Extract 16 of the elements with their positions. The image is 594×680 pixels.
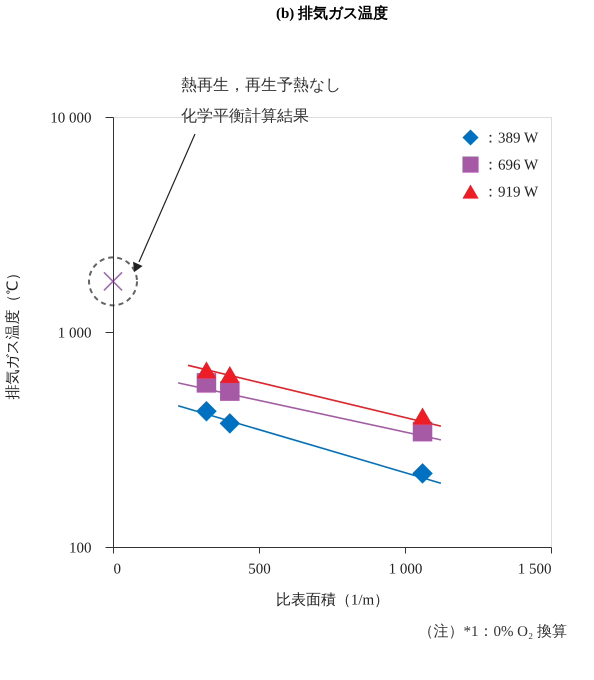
legend-label: ：696 W [483, 158, 539, 174]
y-tick-label: 100 [69, 540, 92, 556]
y-tick-label: 1 000 [58, 326, 92, 342]
text: （注）*1：0% O₂ 換算 [418, 623, 567, 640]
chart-title: (b) 排気ガス温度 [276, 4, 388, 22]
x-tick-label: 0 [114, 562, 121, 578]
legend-label: ：389 W [483, 130, 539, 146]
x-axis-title: 比表面積（1/m） [276, 592, 390, 608]
annotation: 化学平衡計算結果 [181, 107, 309, 125]
y-tick-label: 10 000 [50, 110, 92, 126]
x-tick-label: 500 [248, 562, 271, 578]
x-tick-label: 1 500 [518, 562, 552, 578]
x-tick-label: 1 000 [388, 562, 422, 578]
legend-label: ：919 W [483, 184, 539, 200]
y-axis-title: 排気ガス温度（℃） [4, 266, 22, 400]
text: 熱再生，再生予熱なし [181, 76, 341, 94]
